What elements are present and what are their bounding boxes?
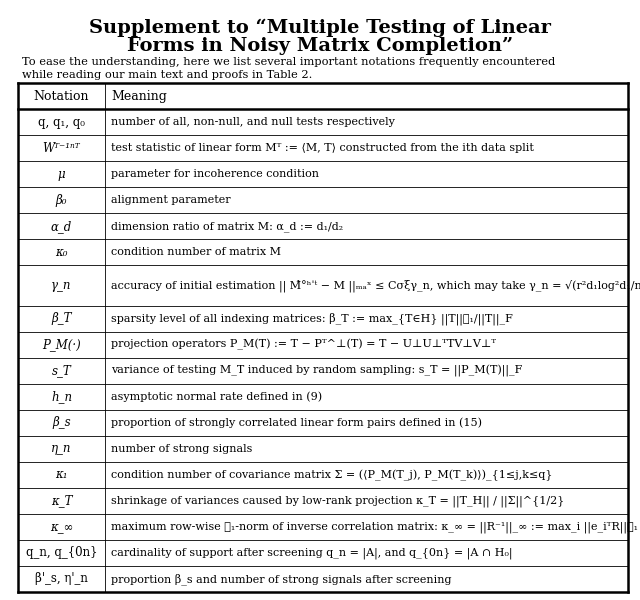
Text: test statistic of linear form Mᵀ := ⟨M, T⟩ constructed from the ith data split: test statistic of linear form Mᵀ := ⟨M, …: [111, 143, 534, 153]
Text: parameter for incoherence condition: parameter for incoherence condition: [111, 169, 319, 179]
Text: α_d: α_d: [51, 220, 72, 233]
Text: κ₀: κ₀: [55, 245, 68, 259]
Text: condition number of covariance matrix Σ = (⟨P_M(T_j), P_M(T_k)⟩)_{1≤j,k≤q}: condition number of covariance matrix Σ …: [111, 469, 552, 481]
Text: projection operators P_M(T) := T − Pᵀ^⊥(T) = T − U⊥U⊥ᵀTV⊥V⊥ᵀ: projection operators P_M(T) := T − Pᵀ^⊥(…: [111, 339, 496, 350]
Text: μ: μ: [58, 167, 65, 181]
Text: Forms in Noisy Matrix Completion”: Forms in Noisy Matrix Completion”: [127, 37, 513, 55]
Text: number of strong signals: number of strong signals: [111, 444, 252, 454]
Text: maximum row-wise ℓ₁-norm of inverse correlation matrix: κ_∞ = ||R⁻¹||_∞ := max_i: maximum row-wise ℓ₁-norm of inverse corr…: [111, 521, 638, 533]
Text: Notation: Notation: [34, 89, 89, 103]
Text: Wᵀ⁻¹ⁿᵀ: Wᵀ⁻¹ⁿᵀ: [43, 142, 80, 155]
Text: variance of testing M_T induced by random sampling: s_T = ||P_M(T)||_F: variance of testing M_T induced by rando…: [111, 365, 522, 377]
Text: accuracy of initial estimation || M̂°ʰˈᵗ − M ||ₘₐˣ ≤ Cσξγ_n, which may take γ_n : accuracy of initial estimation || M̂°ʰˈᵗ…: [111, 279, 640, 292]
Text: Supplement to “Multiple Testing of Linear: Supplement to “Multiple Testing of Linea…: [89, 19, 551, 37]
Text: β₀: β₀: [56, 194, 67, 206]
Text: proportion β_s and number of strong signals after screening: proportion β_s and number of strong sign…: [111, 573, 451, 585]
Text: To ease the understanding, here we list several important notations frequently e: To ease the understanding, here we list …: [22, 57, 556, 67]
Text: β_s: β_s: [52, 416, 71, 430]
Text: cardinality of support after screening q_n = |A|, and q_{0n} = |A ∩ H₀|: cardinality of support after screening q…: [111, 547, 513, 559]
Text: alignment parameter: alignment parameter: [111, 195, 230, 205]
Text: sparsity level of all indexing matrices: β_T := max_{T∈H} ||T||ℓ₁/||T||_F: sparsity level of all indexing matrices:…: [111, 313, 513, 325]
Text: dimension ratio of matrix M: α_d := d₁/d₂: dimension ratio of matrix M: α_d := d₁/d…: [111, 221, 343, 232]
Text: γ_n: γ_n: [51, 279, 72, 292]
Text: s_T: s_T: [52, 364, 72, 377]
Text: β'_s, η'_n: β'_s, η'_n: [35, 572, 88, 586]
Text: number of all, non-null, and null tests respectively: number of all, non-null, and null tests …: [111, 117, 395, 127]
Text: κ_∞: κ_∞: [50, 520, 73, 533]
Text: κ_T: κ_T: [51, 494, 72, 508]
Text: β_T: β_T: [51, 312, 72, 325]
Text: Meaning: Meaning: [111, 89, 167, 103]
Text: shrinkage of variances caused by low-rank projection κ_T = ||T_H|| / ||Σ||^{1/2}: shrinkage of variances caused by low-ran…: [111, 495, 564, 506]
Text: q_n, q_{0n}: q_n, q_{0n}: [26, 547, 97, 559]
Text: h_n: h_n: [51, 390, 72, 403]
Text: η_n: η_n: [51, 442, 72, 455]
Text: asymptotic normal rate defined in (9): asymptotic normal rate defined in (9): [111, 392, 322, 402]
Text: condition number of matrix M: condition number of matrix M: [111, 247, 281, 257]
Text: P_M(·): P_M(·): [42, 338, 81, 351]
Text: κ₁: κ₁: [55, 469, 68, 481]
Text: q, q₁, q₀: q, q₁, q₀: [38, 116, 85, 128]
Text: while reading our main text and proofs in Table 2.: while reading our main text and proofs i…: [22, 70, 312, 80]
Text: proportion of strongly correlated linear form pairs defined in (15): proportion of strongly correlated linear…: [111, 418, 482, 428]
